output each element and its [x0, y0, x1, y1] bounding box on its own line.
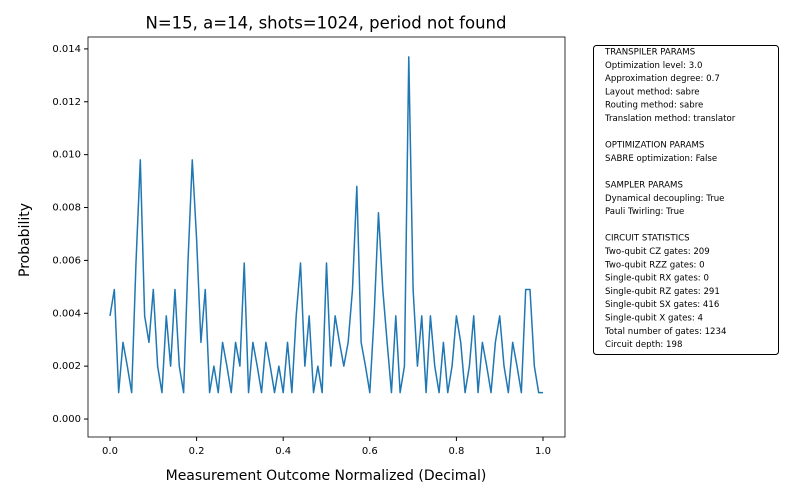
info-line: Single-qubit RZ gates: 291 — [605, 287, 720, 297]
x-tick-label: 0.2 — [189, 446, 205, 457]
info-line: Single-qubit SX gates: 416 — [605, 300, 719, 310]
info-line: Optimization level: 3.0 — [605, 61, 702, 71]
info-line: Two-qubit RZZ gates: 0 — [604, 260, 705, 270]
info-heading: OPTIMIZATION PARAMS — [605, 141, 704, 151]
x-tick-label: 0.4 — [275, 446, 291, 457]
info-line: Translation method: translator — [604, 114, 736, 124]
info-box — [593, 45, 779, 355]
x-tick-label: 0.6 — [362, 446, 378, 457]
plot-frame — [87, 36, 566, 438]
y-axis-label: Probability — [17, 203, 33, 277]
x-axis-label: Measurement Outcome Normalized (Decimal) — [166, 468, 487, 484]
y-tick-label: 0.004 — [52, 308, 81, 319]
info-line: SABRE optimization: False — [605, 154, 717, 164]
y-tick-label: 0.006 — [52, 255, 81, 266]
info-heading: TRANSPILER PARAMS — [604, 48, 695, 58]
x-tick-label: 0.8 — [448, 446, 464, 457]
y-tick-label: 0.000 — [52, 414, 81, 425]
info-line: Layout method: sabre — [605, 87, 700, 97]
info-line: Dynamical decoupling: True — [605, 194, 724, 204]
y-tick-label: 0.012 — [52, 97, 81, 108]
x-tick-label: 1.0 — [535, 446, 551, 457]
chart-title: N=15, a=14, shots=1024, period not found — [146, 14, 507, 33]
y-tick-label: 0.010 — [52, 150, 81, 161]
info-heading: CIRCUIT STATISTICS — [605, 234, 690, 244]
info-line: Single-qubit X gates: 4 — [605, 314, 703, 324]
info-line: Routing method: sabre — [605, 101, 703, 111]
y-tick-label: 0.002 — [52, 361, 81, 372]
info-line: Single-qubit RX gates: 0 — [605, 274, 709, 284]
info-heading: SAMPLER PARAMS — [605, 181, 683, 191]
info-line: Two-qubit CZ gates: 209 — [604, 247, 710, 257]
info-line: Pauli Twirling: True — [605, 207, 684, 217]
info-line: Circuit depth: 198 — [605, 340, 682, 350]
x-tick-label: 0.0 — [102, 446, 118, 457]
info-line: Total number of gates: 1234 — [604, 327, 726, 337]
data-line — [109, 56, 543, 394]
y-tick-label: 0.014 — [52, 44, 81, 55]
y-tick-label: 0.008 — [52, 203, 81, 214]
info-line: Approximation degree: 0.7 — [605, 74, 720, 84]
